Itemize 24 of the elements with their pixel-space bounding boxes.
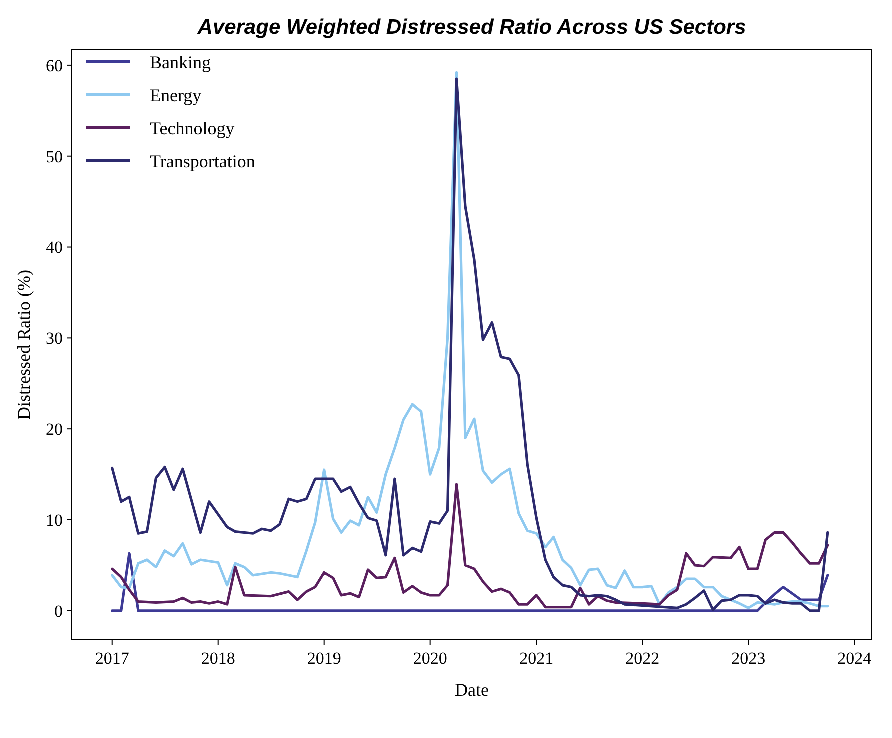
y-tick-label: 60 [46, 56, 63, 76]
legend-label: Banking [150, 52, 211, 72]
y-tick-label: 20 [46, 420, 63, 440]
y-tick-label: 0 [54, 602, 63, 621]
y-axis-title: Distressed Ratio (%) [14, 270, 34, 420]
x-tick-label: 2017 [95, 649, 130, 668]
x-tick-label: 2018 [201, 649, 236, 668]
y-tick-label: 40 [46, 238, 63, 258]
x-tick-label: 2023 [732, 649, 766, 668]
y-tick-label: 30 [46, 329, 63, 348]
y-tick-label: 50 [46, 147, 63, 166]
line-series [111, 552, 830, 612]
x-tick-label: 2022 [626, 649, 660, 668]
x-tick-label: 2020 [413, 649, 448, 668]
x-axis-title: Date [455, 680, 489, 700]
legend-label: Energy [150, 85, 202, 106]
y-tick-label: 10 [46, 510, 63, 530]
legend-label: Transportation [150, 151, 256, 172]
chart-title: Average Weighted Distressed Ratio Across US Sectors [196, 16, 746, 39]
x-tick-label: 2024 [838, 649, 872, 668]
x-tick-label: 2019 [307, 649, 342, 668]
legend-label: Technology [150, 118, 235, 138]
line-series [111, 483, 830, 609]
x-tick-label: 2021 [520, 649, 554, 668]
